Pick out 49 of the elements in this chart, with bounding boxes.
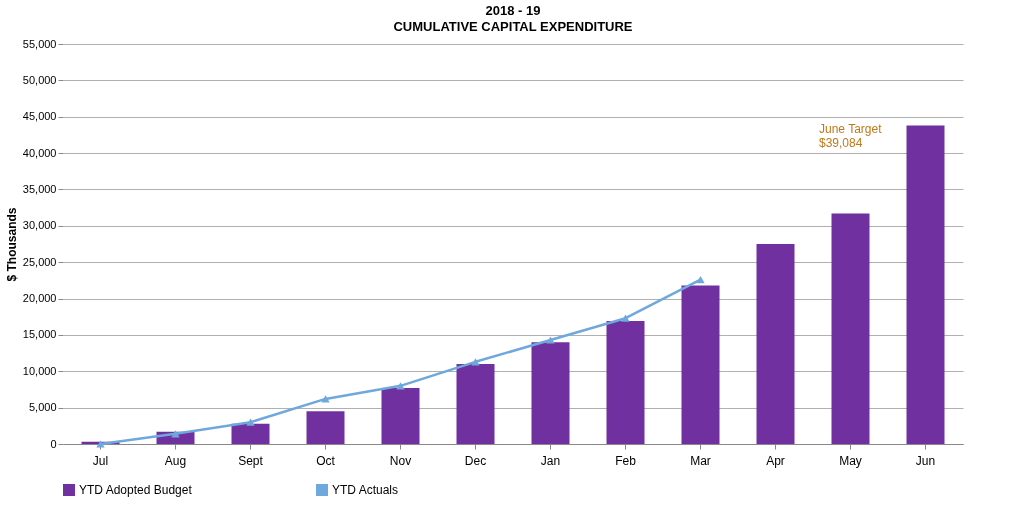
point (96, 440, 105, 448)
x-tick-label: Dec (464, 453, 487, 468)
chart-subtitle: CUMULATIVE CAPITAL EXPENDITURE (393, 19, 633, 34)
bar (906, 125, 945, 444)
bar (306, 411, 345, 444)
y-tick-label: 25,000 (22, 255, 57, 268)
x-tick-label: May (839, 453, 862, 468)
bar (531, 342, 570, 444)
y-tick-label: 15,000 (22, 328, 57, 341)
y-tick-label: 5,000 (28, 401, 57, 414)
x-tick-label: Oct (316, 453, 336, 468)
chart-title: 2018 - 19 (485, 3, 541, 18)
y-tick-label: 55,000 (22, 37, 57, 50)
bar (456, 364, 495, 444)
point (546, 336, 555, 344)
point (621, 314, 630, 322)
bar (756, 244, 795, 444)
x-tick-label: Sept (238, 453, 264, 468)
x-tick-label: Mar (690, 453, 711, 468)
bar (831, 213, 870, 444)
x-tick-label: Jan (540, 453, 561, 468)
bar (381, 388, 420, 444)
y-tick-label: 30,000 (22, 219, 57, 232)
x-tick-label: Aug (164, 453, 187, 468)
y-tick-label: 0 (50, 437, 57, 450)
legend-label: YTD Actuals (332, 483, 399, 497)
x-tick-label: Jul (92, 453, 109, 468)
point (696, 276, 705, 284)
point (396, 382, 405, 390)
x-tick-label: Jun (915, 453, 936, 468)
point (246, 418, 255, 426)
bar (231, 423, 270, 444)
x-tick-label: Feb (615, 453, 637, 468)
x-tick-label: Nov (389, 453, 412, 468)
annotation: June Target $39,084 (819, 122, 883, 150)
y-tick-label: 35,000 (22, 182, 57, 195)
point (321, 395, 330, 403)
y-tick-label: 10,000 (22, 364, 57, 377)
legend-label: YTD Adopted Budget (79, 483, 193, 497)
bar (606, 321, 645, 444)
y-tick-label: 45,000 (22, 110, 57, 123)
point (171, 430, 180, 438)
y-tick-label: 40,000 (22, 146, 57, 159)
y-tick-label: 20,000 (22, 292, 57, 305)
y-axis-title: $ Thousands (4, 207, 19, 282)
bar (681, 285, 720, 444)
y-tick-label: 50,000 (22, 73, 57, 86)
x-tick-label: Apr (766, 453, 785, 468)
point (471, 358, 480, 366)
